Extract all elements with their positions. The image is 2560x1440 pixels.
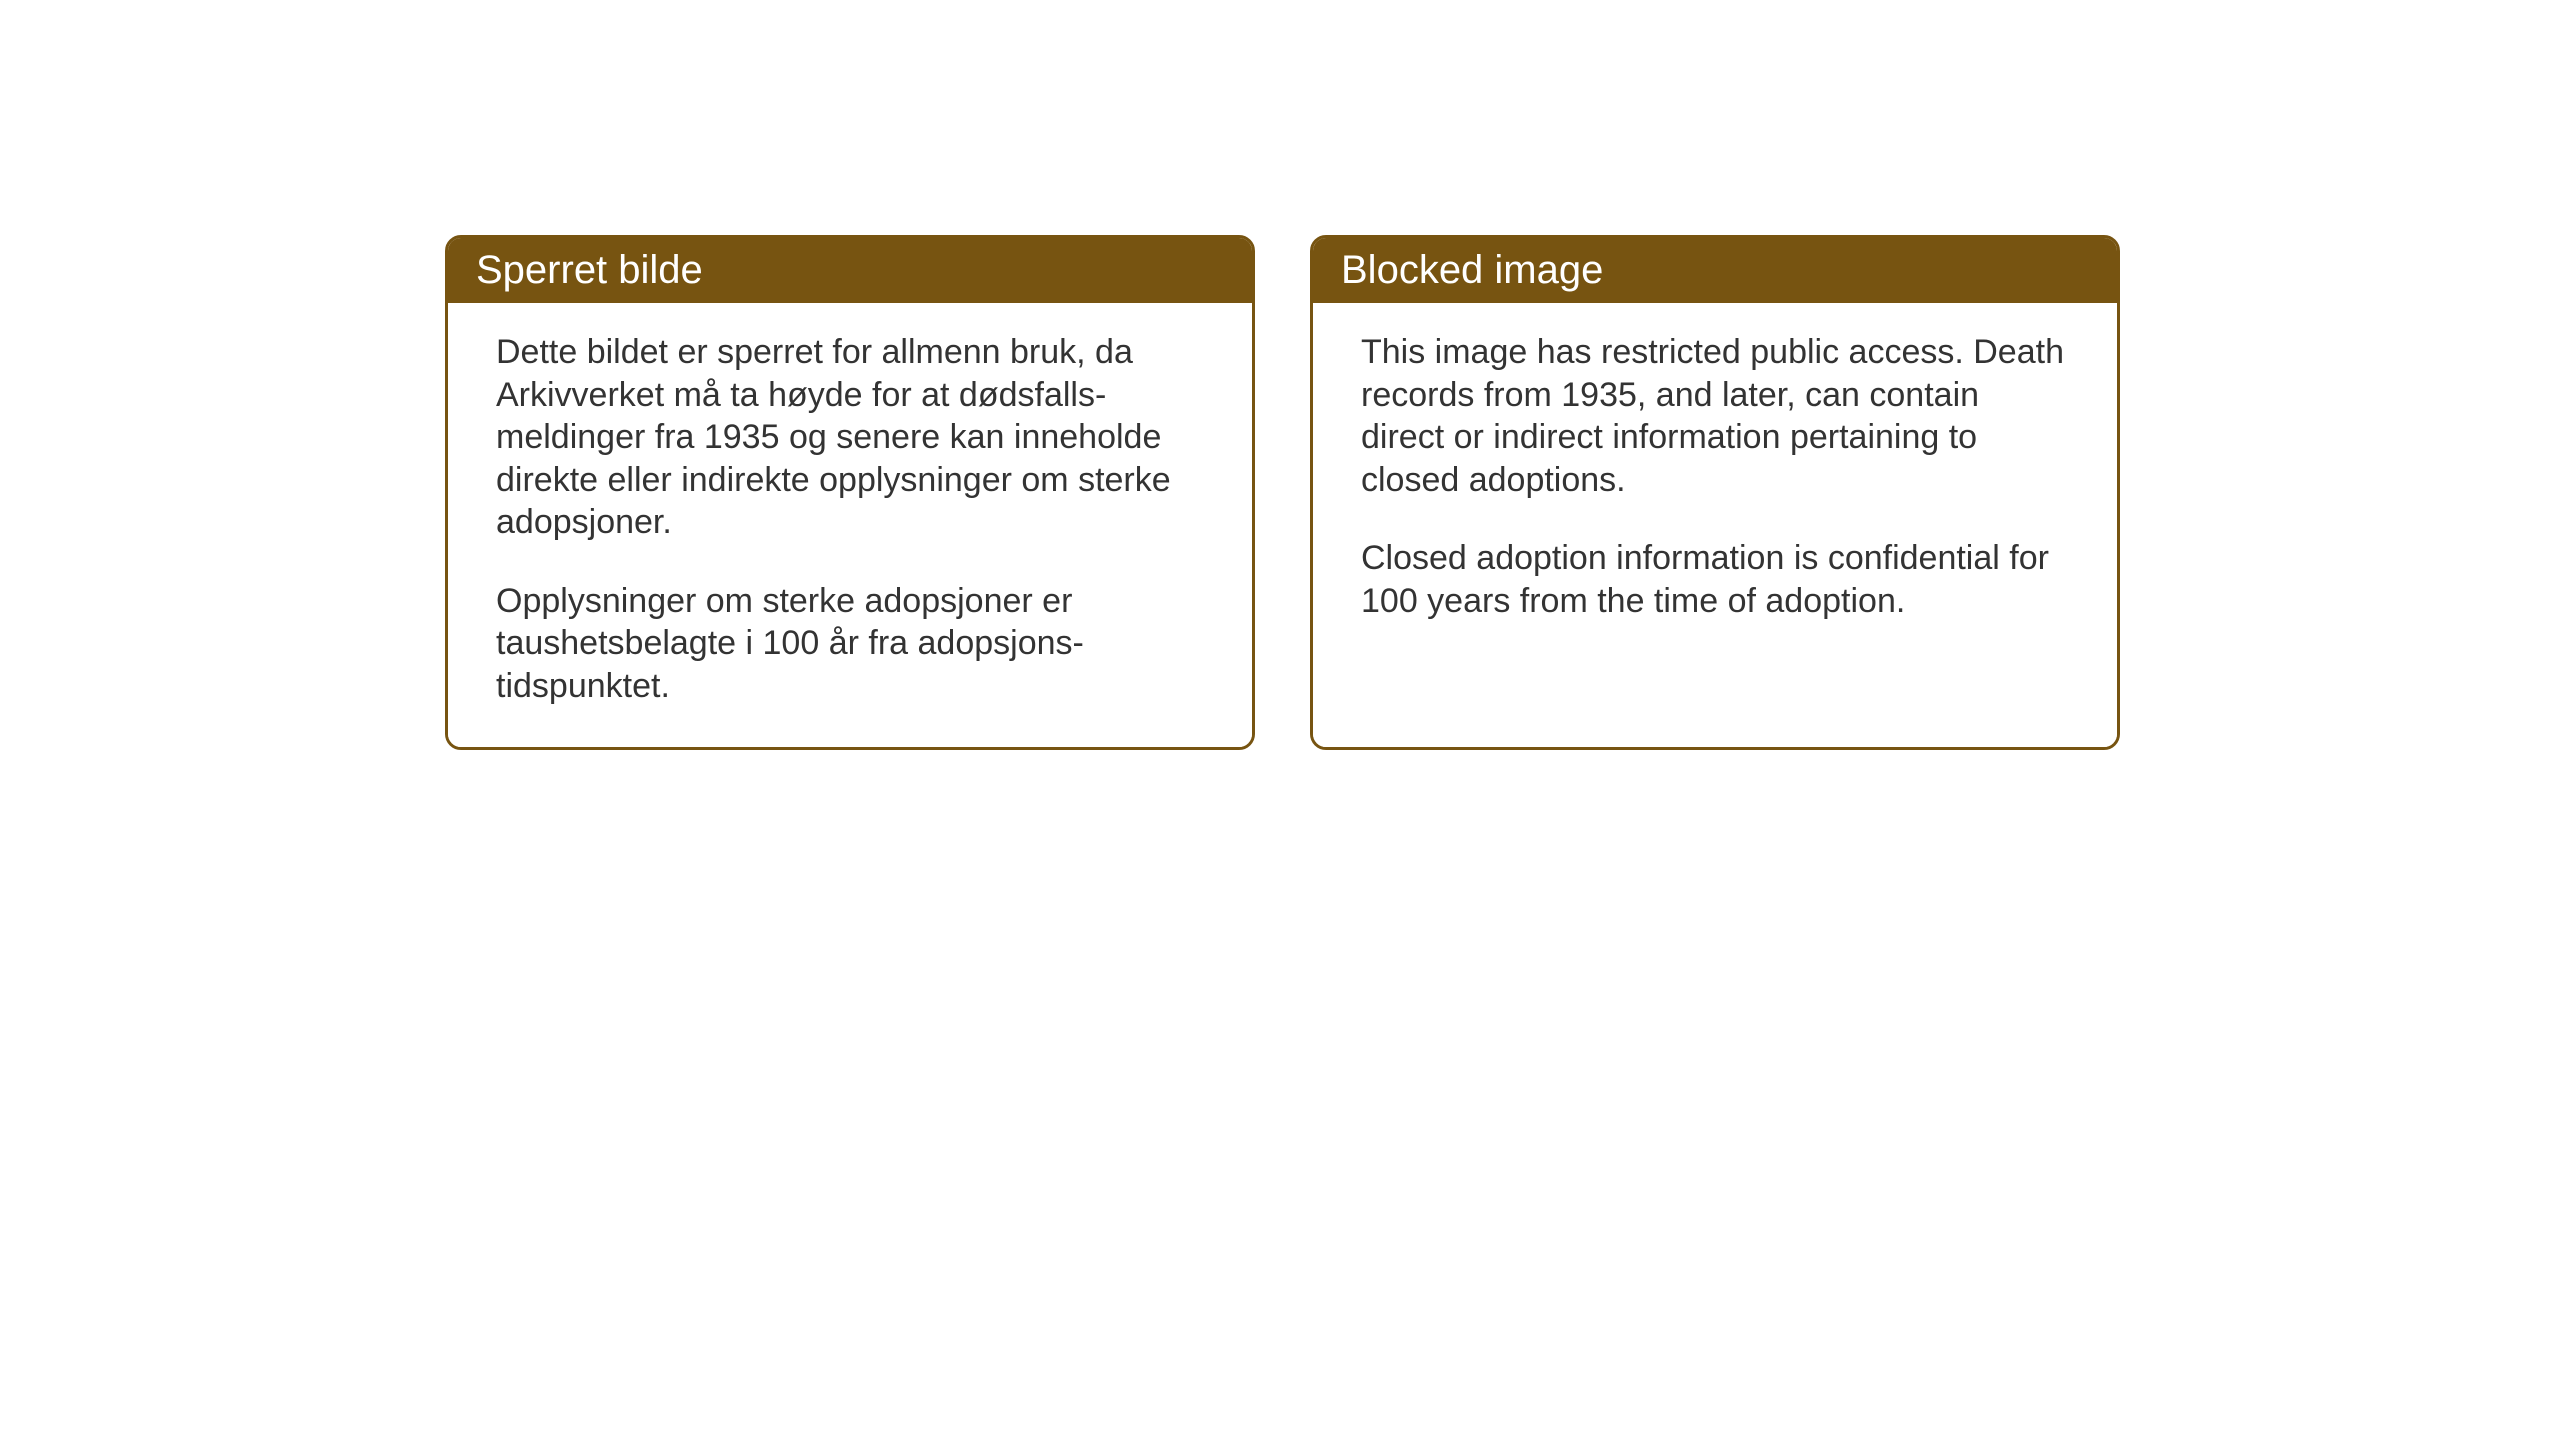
card-header-norwegian: Sperret bilde	[448, 238, 1252, 303]
card-title-norwegian: Sperret bilde	[476, 248, 703, 292]
card-body-norwegian: Dette bildet er sperret for allmenn bruk…	[448, 303, 1252, 747]
cards-container: Sperret bilde Dette bildet er sperret fo…	[445, 235, 2120, 750]
card-header-english: Blocked image	[1313, 238, 2117, 303]
card-paragraph: Dette bildet er sperret for allmenn bruk…	[496, 331, 1204, 544]
card-paragraph: Closed adoption information is confident…	[1361, 537, 2069, 622]
card-english: Blocked image This image has restricted …	[1310, 235, 2120, 750]
card-norwegian: Sperret bilde Dette bildet er sperret fo…	[445, 235, 1255, 750]
card-title-english: Blocked image	[1341, 248, 1603, 292]
card-paragraph: This image has restricted public access.…	[1361, 331, 2069, 501]
card-paragraph: Opplysninger om sterke adopsjoner er tau…	[496, 580, 1204, 708]
card-body-english: This image has restricted public access.…	[1313, 303, 2117, 747]
